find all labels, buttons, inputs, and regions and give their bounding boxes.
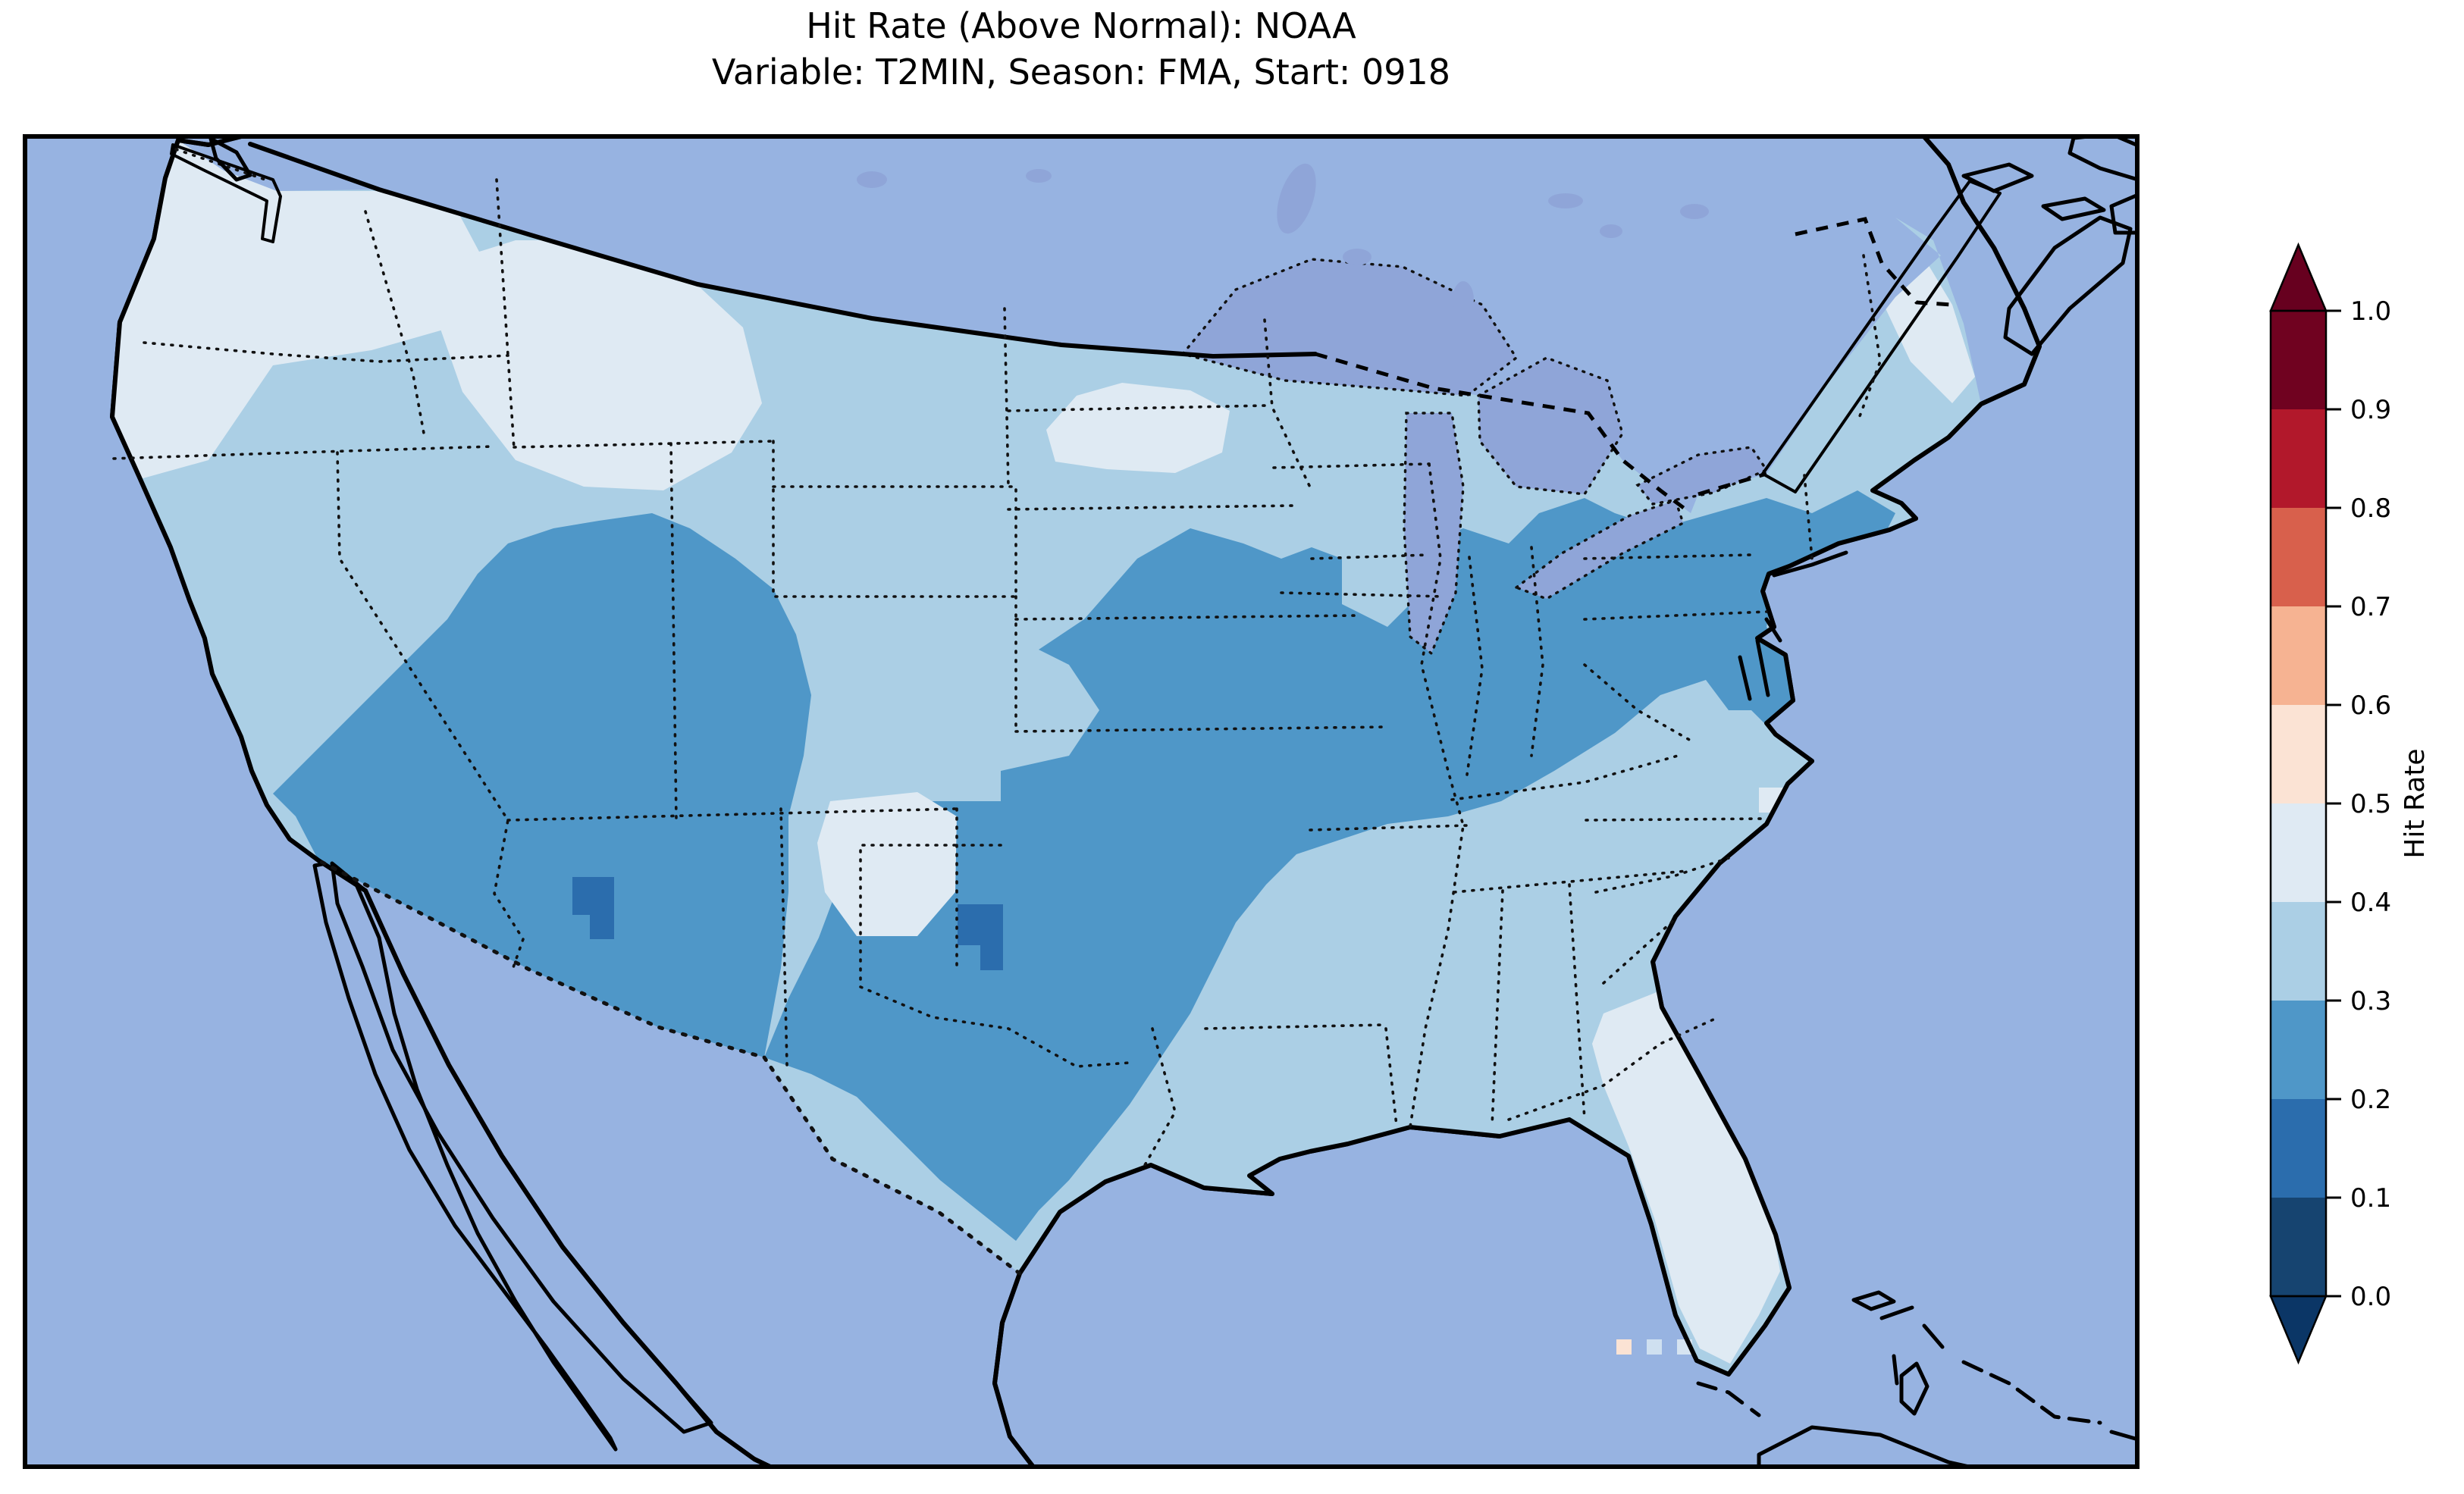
region-northern-rockies — [436, 240, 762, 490]
bahamas-squiggle — [1892, 1354, 1899, 1386]
colorbar-tick-label: 0.9 — [2350, 395, 2391, 425]
chesapeake-bay — [1755, 638, 1770, 697]
region-arizona-minimum — [572, 877, 614, 939]
vancouver-island — [208, 136, 252, 182]
florida-keys-arc — [1696, 1381, 1761, 1417]
gulf-of-california — [330, 861, 713, 1434]
delaware-bay — [1764, 617, 1782, 643]
region-southwest-interior — [273, 513, 811, 1057]
great-lakes — [1180, 258, 1769, 656]
figure-title: Hit Rate (Above Normal): NOAA Variable: … — [0, 3, 2162, 96]
lake-michigan — [1403, 412, 1465, 656]
cuba — [1757, 1425, 1981, 1469]
region-pacific-northwest — [112, 140, 485, 479]
nova-scotia — [2003, 215, 2133, 356]
colorbar-bin-0.3-0.4 — [2271, 902, 2326, 1001]
prince-edward-island — [2041, 196, 2106, 221]
coast-details — [1696, 550, 2140, 1442]
lake-winnipeg — [1277, 163, 1316, 234]
colorbar-tick-label: 0.2 — [2350, 1085, 2391, 1115]
canadian-lakes — [857, 163, 1709, 318]
anticosti-island — [1961, 162, 2034, 193]
grand-bahama — [1851, 1290, 1896, 1311]
antilles-squiggle — [1961, 1360, 2102, 1425]
figure-title-line1: Hit Rate (Above Normal): NOAA — [806, 5, 1356, 46]
small-lake — [1343, 249, 1372, 265]
region-keys-cell-pink — [1616, 1339, 1632, 1355]
colorbar-bin-0.7-0.8 — [2271, 508, 2326, 606]
colorbar-over-arrow — [2269, 242, 2328, 312]
region-upper-midwest — [1046, 383, 1230, 473]
small-lake — [1026, 169, 1052, 183]
colorbar-tick-label: 0.0 — [2350, 1282, 2391, 1312]
colorbar-bin-0.1-0.2 — [2271, 1099, 2326, 1198]
lake-ontario — [1635, 446, 1769, 506]
colorbar-under-arrow — [2269, 1295, 2328, 1365]
lake-nipigon — [1453, 281, 1474, 318]
lake-erie — [1513, 498, 1685, 600]
colorbar-bin-0.4-0.5 — [2271, 803, 2326, 902]
baja-california — [312, 860, 618, 1452]
region-oklahoma-minimum — [958, 904, 1003, 970]
us-canada-border-west — [248, 142, 1318, 359]
small-lake — [1548, 193, 1583, 208]
us-mexico-border — [316, 858, 1022, 1276]
puget-sound — [170, 143, 282, 243]
colorbar-tick-label: 0.6 — [2350, 691, 2391, 721]
colorbar-tick-label: 0.5 — [2350, 789, 2391, 819]
antilles-squiggle — [2109, 1430, 2140, 1442]
colorbar-bin-0.0-0.1 — [2271, 1198, 2326, 1296]
colorbar-bin-0.8-0.9 — [2271, 409, 2326, 508]
coastline-outline — [110, 134, 2042, 1469]
colorbar-bin-0.9-1.0 — [2271, 311, 2326, 409]
colorbar-tick-label: 1.0 — [2350, 296, 2391, 327]
colorbar-bin-0.2-0.3 — [2271, 1001, 2326, 1099]
st-lawrence-river — [1761, 180, 2002, 493]
map-frame — [23, 134, 2140, 1469]
colorbar-tick-label: 0.1 — [2350, 1183, 2391, 1214]
maine-border — [1795, 217, 1953, 307]
colorbar-bin-0.6-0.7 — [2271, 606, 2326, 705]
colorbar-tick-label: 0.4 — [2350, 888, 2391, 918]
state-borders — [112, 148, 1882, 1167]
colorbar-segments — [2271, 311, 2326, 1296]
small-lake — [1600, 224, 1622, 238]
us-canada-border-lakes — [1315, 352, 1692, 515]
colorbar-tick-label: 0.3 — [2350, 986, 2391, 1016]
lake-huron — [1477, 356, 1624, 496]
region-keys-cell-pale1 — [1647, 1339, 1662, 1355]
andros-island — [1899, 1361, 1930, 1416]
colorbar-bin-0.5-0.6 — [2271, 705, 2326, 803]
us-canada-border-east — [1698, 471, 1767, 496]
chesapeake-bay-west — [1738, 655, 1752, 701]
region-southcentral-northeast-band — [764, 490, 1895, 1241]
bahamas-squiggle — [1922, 1323, 1945, 1349]
bahamas-squiggle — [1879, 1305, 1914, 1320]
small-lake — [857, 171, 887, 188]
figure-title-line2: Variable: T2MIN, Season: FMA, Start: 091… — [711, 52, 1451, 92]
region-north-new-mexico — [817, 792, 957, 936]
colorbar-ticks: 0.0 0.1 0.2 0.3 0.4 0.5 0.6 0.7 0.8 0.9 1.0 — [2326, 296, 2391, 1312]
small-lake — [1680, 204, 1709, 219]
colorbar: 0.0 0.1 0.2 0.3 0.4 0.5 0.6 0.7 0.8 0.9 1.0 Hit Ra… — [2269, 242, 2431, 1365]
long-island — [1772, 550, 1848, 578]
map-canvas — [23, 134, 2140, 1469]
colorbar-label: Hit Rate — [2400, 748, 2431, 858]
colorbar-tick-label: 0.8 — [2350, 493, 2391, 524]
lake-superior — [1180, 258, 1519, 397]
colorbar-tick-label: 0.7 — [2350, 592, 2391, 622]
